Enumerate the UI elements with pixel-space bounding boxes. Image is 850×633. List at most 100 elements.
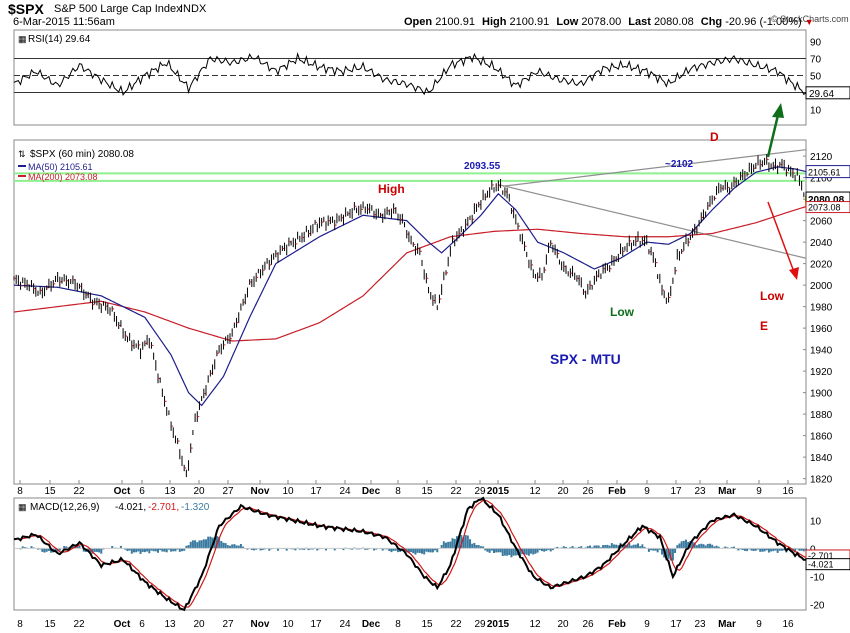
x-axis-label-bottom: 20 [557, 619, 569, 630]
x-axis-label-bottom: 8 [17, 619, 23, 630]
price-tick-label: 2040 [810, 238, 833, 249]
x-axis-label: 8 [395, 486, 401, 497]
x-axis-label-bottom: 23 [694, 619, 706, 630]
x-axis-label-bottom: 24 [339, 619, 351, 630]
macd-signal-line [13, 499, 807, 608]
ma200-value-box-label: 2073.08 [808, 203, 841, 213]
x-axis-label: 20 [193, 486, 205, 497]
x-axis-label-bottom: Mar [718, 619, 736, 630]
macd-tick-label: 10 [810, 516, 822, 527]
price-tick-label: 1880 [810, 410, 833, 421]
x-axis-label: 10 [282, 486, 294, 497]
x-axis-label: 13 [164, 486, 176, 497]
price-tick-label: 1940 [810, 346, 833, 357]
x-axis-label-bottom: 17 [310, 619, 322, 630]
open-value: 2100.91 [435, 16, 475, 28]
rsi-tick-label: 70 [810, 55, 822, 66]
chart-date: 6-Mar-2015 11:56am [13, 16, 115, 28]
x-axis-label-bottom: Nov [251, 619, 270, 630]
annotation-low-red: Low [760, 289, 785, 303]
x-axis-label: Oct [114, 486, 131, 497]
x-axis-label-bottom: 12 [529, 619, 541, 630]
rsi-panel-frame [13, 29, 807, 126]
x-axis-label-bottom: 29 [474, 619, 486, 630]
x-axis-label: 22 [73, 486, 85, 497]
high-label: High [482, 16, 507, 28]
last-label: Last [628, 16, 651, 28]
rsi-icon: ▦ [18, 34, 27, 44]
macd-label: MACD(12,26,9) [30, 502, 99, 513]
x-axis-label: 26 [582, 486, 594, 497]
annotation-high: High [378, 182, 405, 196]
green-arrow-shaft [766, 114, 780, 158]
x-axis-label-bottom: Dec [362, 619, 381, 630]
x-axis-label-bottom: 15 [44, 619, 56, 630]
price-tick-label: 1860 [810, 432, 833, 443]
x-axis-label: 17 [670, 486, 682, 497]
x-axis-label: 15 [44, 486, 56, 497]
x-axis-label-bottom: 15 [421, 619, 433, 630]
green-arrow-head [772, 103, 784, 118]
x-axis-label: 24 [339, 486, 351, 497]
ohlc-readout: Open 2100.91 High 2100.91 Low 2078.00 La… [404, 16, 814, 28]
gray-trendline-lower [498, 183, 807, 259]
x-axis-label-bottom: 17 [670, 619, 682, 630]
open-label: Open [404, 16, 433, 28]
x-axis-label: Nov [251, 486, 270, 497]
x-axis-label: Feb [608, 486, 626, 497]
x-axis-label-bottom: Feb [608, 619, 626, 630]
x-axis-label: 23 [694, 486, 706, 497]
x-axis-label-bottom: 9 [756, 619, 762, 630]
macd-line [13, 496, 807, 612]
x-axis-label-bottom: 2015 [487, 619, 510, 630]
x-axis-label-bottom: 13 [164, 619, 176, 630]
ma50-value-box-label: 2105.61 [808, 168, 841, 178]
x-axis-label-bottom: 20 [193, 619, 205, 630]
macd-tick-label: -20 [810, 600, 825, 611]
chg-label: Chg [700, 16, 723, 28]
rsi-label: RSI(14) 29.64 [28, 34, 91, 45]
annotation-2093: 2093.55 [464, 161, 501, 172]
price-tick-label: 2000 [810, 281, 833, 292]
x-axis-label: 16 [782, 486, 794, 497]
gray-trendline-upper [502, 149, 807, 187]
x-axis-label-bottom: 8 [395, 619, 401, 630]
rsi-tick-label: 10 [810, 106, 822, 117]
x-axis-label: 27 [222, 486, 234, 497]
chg-value: -20.96 (-1.00%) [725, 16, 802, 28]
price-tick-label: 1960 [810, 324, 833, 335]
rsi-line [13, 52, 807, 96]
x-axis-label: 17 [310, 486, 322, 497]
price-legend-icon: ⇅ [18, 149, 26, 159]
macd-signal-box-label: -2.701 [808, 551, 834, 561]
annotation-low-green: Low [610, 305, 635, 319]
annotation-title: SPX - MTU [550, 351, 621, 367]
price-tick-label: 2100 [810, 174, 833, 185]
price-tick-label: 1900 [810, 389, 833, 400]
x-axis-label: 9 [644, 486, 650, 497]
macd-icon: ▦ [18, 502, 27, 512]
macd-value-3: -1.320 [181, 502, 210, 513]
annotation-e: E [760, 319, 768, 333]
x-axis-label-bottom: 22 [73, 619, 85, 630]
price-tick-label: 2020 [810, 260, 833, 271]
x-axis-label-bottom: 9 [644, 619, 650, 630]
macd-tick-label: -10 [810, 572, 825, 583]
rsi-value-box-label: 29.64 [809, 89, 834, 100]
annotation-2102: ~2102 [665, 159, 694, 170]
x-axis-label: 29 [474, 486, 486, 497]
price-legend: $SPX (60 min) 2080.08 [30, 149, 134, 160]
x-axis-label: Mar [718, 486, 736, 497]
high-value: 2100.91 [509, 16, 550, 28]
x-axis-label: 15 [421, 486, 433, 497]
ma200-line [13, 205, 807, 342]
price-tick-label: 2120 [810, 152, 833, 163]
chart-index-name: S&P 500 Large Cap Index [54, 3, 182, 15]
rsi-value-box [805, 86, 850, 100]
x-axis-label-bottom: 10 [282, 619, 294, 630]
ma50-value-box [805, 165, 850, 179]
low-value: 2078.00 [581, 16, 622, 28]
x-axis-label-bottom: 22 [450, 619, 462, 630]
price-tick-label: 1820 [810, 475, 833, 486]
